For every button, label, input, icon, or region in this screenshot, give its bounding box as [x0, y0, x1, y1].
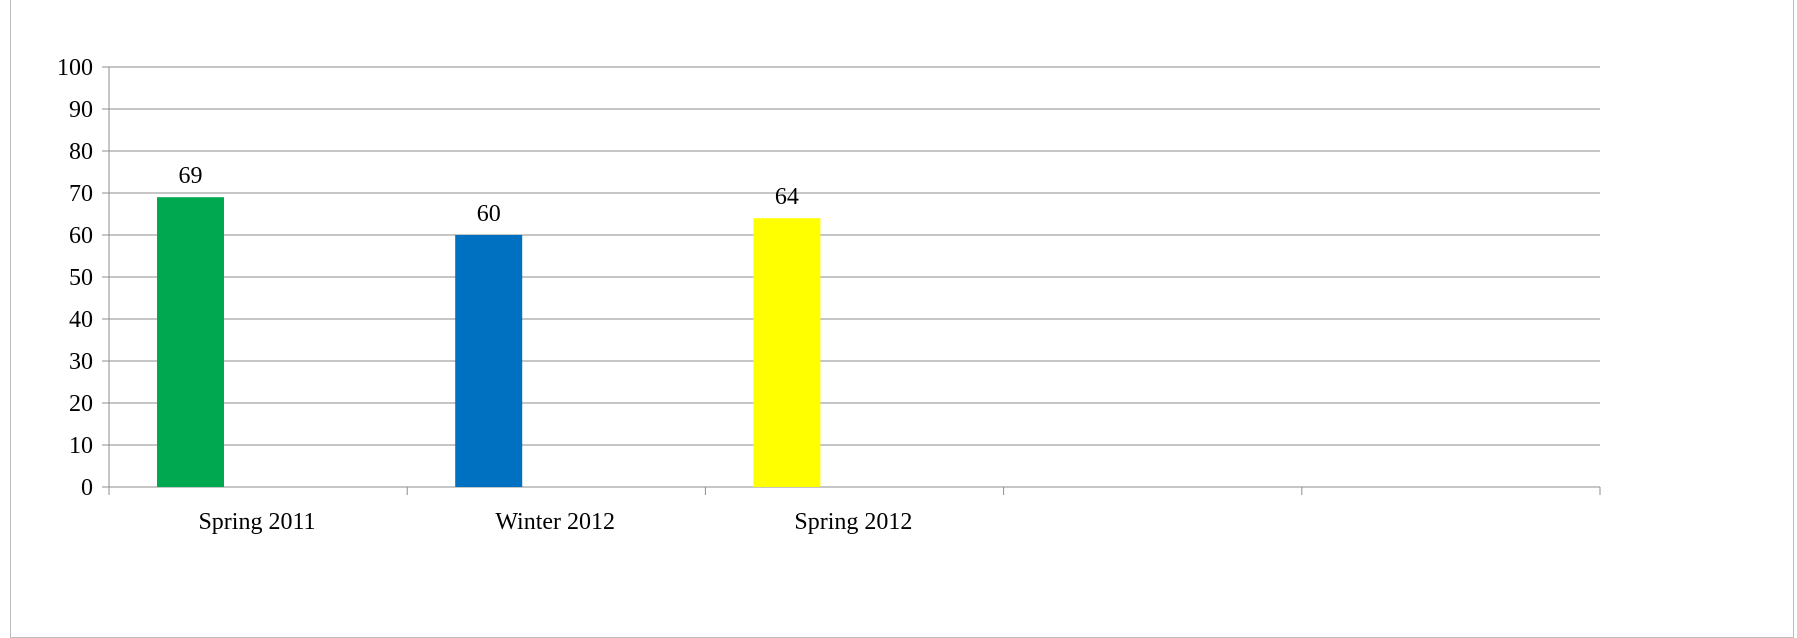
- data-label: 60: [477, 201, 501, 227]
- bar: [753, 218, 821, 487]
- y-tick-label: 80: [69, 139, 93, 165]
- bar-chart: 0 10 20 30 40 50 60 70 80 90 100 69 60 64 Spring 201…: [57, 55, 1601, 535]
- y-tick-label: 40: [69, 307, 93, 333]
- x-axis-category-labels: Spring 2011 Winter 2012 Spring 2012: [198, 509, 912, 535]
- y-tick-label: 70: [69, 181, 93, 207]
- y-tick-label: 60: [69, 223, 93, 249]
- data-labels: 69 60 64: [179, 163, 799, 227]
- x-category-label: Winter 2012: [495, 509, 615, 535]
- x-category-label: Spring 2012: [794, 509, 912, 535]
- x-category-label: Spring 2011: [198, 509, 315, 535]
- bar: [455, 235, 523, 487]
- y-axis-tick-labels: 0 10 20 30 40 50 60 70 80 90 100: [57, 55, 93, 501]
- y-tick-label: 50: [69, 265, 93, 291]
- y-tick-label: 10: [69, 433, 93, 459]
- bars: [157, 197, 821, 487]
- data-label: 69: [179, 163, 203, 189]
- axes: [102, 66, 1601, 495]
- y-tick-label: 30: [69, 349, 93, 375]
- y-tick-label: 0: [81, 475, 93, 501]
- y-tick-label: 100: [57, 55, 93, 81]
- bar: [157, 197, 224, 487]
- data-label: 64: [775, 184, 799, 210]
- y-tick-label: 90: [69, 97, 93, 123]
- y-tick-label: 20: [69, 391, 93, 417]
- gridlines: [109, 66, 1600, 446]
